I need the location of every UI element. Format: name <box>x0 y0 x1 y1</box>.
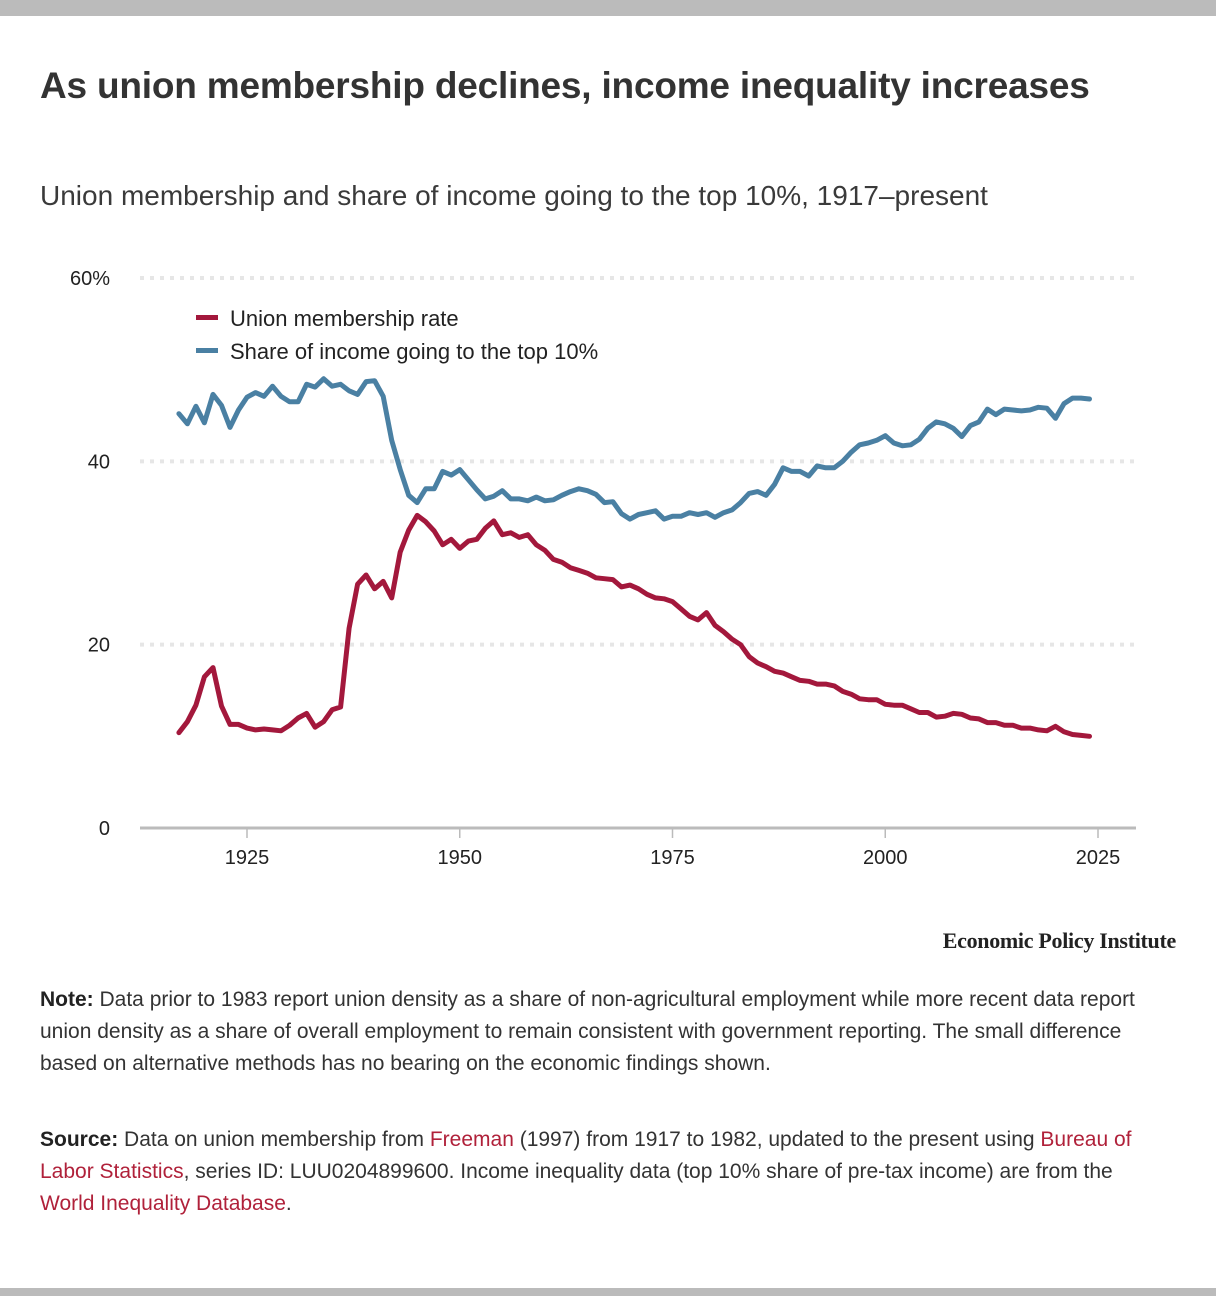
chart-title: As union membership declines, income ine… <box>40 65 1090 106</box>
source-text-4: . <box>285 1192 292 1215</box>
note-text: Data prior to 1983 report union density … <box>40 988 1135 1075</box>
x-tick-label-1975: 1975 <box>650 847 695 869</box>
legend-label-income: Share of income going to the top 10% <box>230 339 598 364</box>
source-text-2: (1997) from 1917 to 1982, updated to the… <box>513 1128 1041 1151</box>
freeman-link[interactable]: Freeman <box>429 1128 514 1151</box>
y-tick-label-60: 60% <box>70 268 110 290</box>
y-tick-label-0: 0 <box>99 818 110 840</box>
y-axis-labels: 0 20 40 60% <box>70 268 110 840</box>
gridlines <box>140 276 1140 647</box>
legend: Union membership rate Share of income go… <box>196 306 598 364</box>
legend-label-union: Union membership rate <box>230 306 459 331</box>
line-chart: 0 20 40 60% 1925 1950 1975 2000 2025 Union memb… <box>70 268 1140 869</box>
x-tick-label-2000: 2000 <box>863 847 908 869</box>
y-tick-label-40: 40 <box>88 451 110 473</box>
world-inequality-database-link[interactable]: World Inequality Database <box>40 1192 286 1215</box>
note-label: Note: <box>40 988 94 1011</box>
x-axis <box>140 826 1136 838</box>
top-border-bar <box>0 0 1216 16</box>
note-paragraph: Note: Data prior to 1983 report union de… <box>40 984 1160 1080</box>
source-text-3: , series ID: LUU0204899600. Income inequ… <box>183 1160 1113 1183</box>
source-text-1: Data on union membership from <box>118 1128 430 1151</box>
legend-swatch-income <box>196 348 218 353</box>
x-axis-labels: 1925 1950 1975 2000 2025 <box>225 847 1121 869</box>
source-label: Source: <box>40 1128 119 1151</box>
legend-swatch-union <box>196 315 218 320</box>
series-lines <box>176 376 1092 739</box>
series-line-income <box>176 376 1092 522</box>
x-tick-label-1950: 1950 <box>438 847 483 869</box>
series-line-union <box>176 512 1092 739</box>
chart-subtitle: Union membership and share of income goi… <box>40 180 988 211</box>
x-tick-label-2025: 2025 <box>1076 847 1121 869</box>
source-paragraph: Source: Data on union membership from Fr… <box>40 1124 1160 1220</box>
x-tick-label-1925: 1925 <box>225 847 270 869</box>
bls-link[interactable]: Bureau of Labor Statistics <box>40 1128 1132 1183</box>
y-tick-label-20: 20 <box>88 635 110 657</box>
publisher-logo-text: Economic Policy Institute <box>942 928 1177 953</box>
bottom-border-bar <box>0 1288 1216 1296</box>
